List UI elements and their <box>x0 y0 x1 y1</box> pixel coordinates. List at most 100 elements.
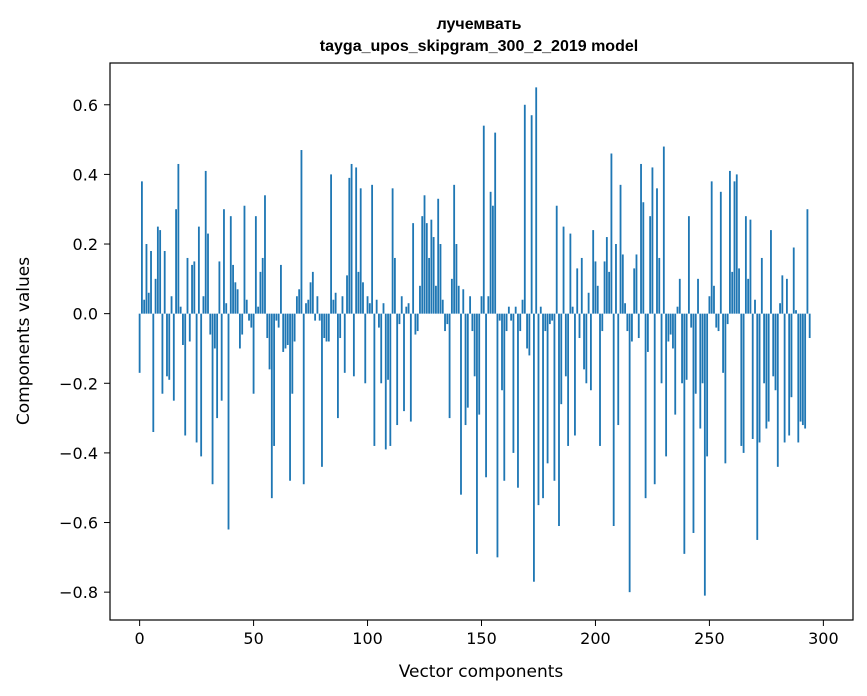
bar-98 <box>362 282 364 314</box>
bar-271 <box>756 313 759 540</box>
bar-24 <box>193 261 196 314</box>
bar-216 <box>631 313 633 342</box>
bar-266 <box>744 216 747 314</box>
bar-116 <box>403 313 405 412</box>
bar-281 <box>779 303 781 314</box>
bar-39 <box>227 313 230 530</box>
bar-285 <box>788 313 791 436</box>
bar-254 <box>717 313 720 332</box>
bar-31 <box>209 313 212 335</box>
bar-11 <box>163 250 166 314</box>
bar-125 <box>423 195 426 314</box>
bar-58 <box>270 313 273 499</box>
x-tick-label: 0 <box>135 629 145 648</box>
bar-49 <box>250 313 253 328</box>
bar-154 <box>489 191 492 314</box>
bar-21 <box>186 257 189 314</box>
y-axis-ticks: −0.8 −0.6 −0.4 −0.2 0.0 0.2 0.4 0.6 <box>59 96 110 602</box>
bar-218 <box>635 254 638 314</box>
bar-234 <box>672 313 674 349</box>
bar-119 <box>409 313 412 422</box>
bar-213 <box>624 303 626 314</box>
bar-38 <box>225 303 228 314</box>
bar-260 <box>731 271 734 314</box>
bar-144 <box>466 313 469 408</box>
bar-37 <box>223 209 225 314</box>
bar-214 <box>626 313 629 332</box>
bar-51 <box>254 216 257 314</box>
bar-203 <box>601 313 604 332</box>
bar-135 <box>446 313 449 325</box>
x-axis-ticks: 0 50 100 150 200 250 300 <box>135 620 839 648</box>
bar-278 <box>772 313 775 377</box>
bar-5 <box>150 250 152 314</box>
bar-272 <box>758 313 761 443</box>
bar-224 <box>649 216 652 314</box>
bar-77 <box>314 313 317 321</box>
bar-157 <box>496 313 499 558</box>
bar-71 <box>300 150 303 314</box>
bar-181 <box>551 313 554 321</box>
bar-182 <box>553 313 556 481</box>
bar-83 <box>327 313 330 342</box>
bar-95 <box>355 167 358 314</box>
bar-245 <box>697 278 699 314</box>
bar-114 <box>398 313 401 325</box>
bar-52 <box>257 306 260 314</box>
bar-94 <box>352 313 355 377</box>
bar-22 <box>188 313 191 342</box>
bar-15 <box>172 313 175 401</box>
y-tick-label: −0.2 <box>59 374 98 393</box>
bar-84 <box>330 174 332 314</box>
bar-105 <box>378 313 380 328</box>
bar-220 <box>640 163 642 314</box>
bar-174 <box>535 87 538 314</box>
bar-194 <box>580 257 583 314</box>
bar-97 <box>359 188 362 314</box>
bar-142 <box>462 289 465 314</box>
bar-190 <box>571 306 574 314</box>
bar-34 <box>216 313 219 419</box>
bar-262 <box>735 174 738 314</box>
bar-87 <box>337 313 339 419</box>
bar-14 <box>170 296 173 314</box>
bar-127 <box>428 257 430 314</box>
bar-250 <box>708 296 711 314</box>
bar-215 <box>628 313 631 593</box>
bar-19 <box>182 313 184 345</box>
bar-91 <box>346 275 348 314</box>
bar-54 <box>261 257 264 314</box>
bar-209 <box>615 244 617 314</box>
bar-219 <box>637 313 640 339</box>
bar-122 <box>416 313 419 332</box>
bar-210 <box>617 313 620 426</box>
bar-59 <box>273 313 276 446</box>
bar-243 <box>692 313 695 533</box>
bar-43 <box>236 289 239 314</box>
chart-subtitle: tayga_upos_skipgram_300_2_2019 model <box>320 38 638 55</box>
bar-188 <box>567 313 570 446</box>
bar-90 <box>343 313 346 373</box>
bar-85 <box>332 299 335 314</box>
bar-17 <box>177 163 180 314</box>
y-tick-label: −0.6 <box>59 514 98 533</box>
bar-33 <box>213 313 216 349</box>
bar-249 <box>706 313 709 457</box>
bar-143 <box>464 313 467 426</box>
bar-288 <box>795 310 797 314</box>
bar-238 <box>681 313 683 384</box>
bar-252 <box>713 285 715 314</box>
bar-3 <box>145 244 148 314</box>
bar-40 <box>229 216 232 314</box>
bar-280 <box>776 313 779 467</box>
bar-178 <box>544 313 547 332</box>
bar-27 <box>200 313 203 457</box>
bar-198 <box>589 313 592 391</box>
bar-204 <box>603 261 606 314</box>
bar-2 <box>143 299 146 314</box>
bar-156 <box>494 132 497 314</box>
bar-212 <box>621 254 624 314</box>
bar-237 <box>678 278 681 314</box>
bar-227 <box>656 188 658 314</box>
bar-126 <box>425 223 428 314</box>
